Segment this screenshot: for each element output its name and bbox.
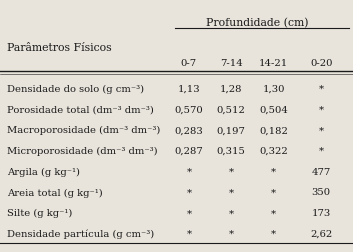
Text: 7-14: 7-14 bbox=[220, 59, 243, 68]
Text: Microporosidade (dm⁻³ dm⁻³): Microporosidade (dm⁻³ dm⁻³) bbox=[7, 146, 158, 155]
Text: 1,30: 1,30 bbox=[262, 84, 285, 93]
Text: Porosidade total (dm⁻³ dm⁻³): Porosidade total (dm⁻³ dm⁻³) bbox=[7, 105, 154, 114]
Text: Densidade do solo (g cm⁻³): Densidade do solo (g cm⁻³) bbox=[7, 84, 144, 93]
Text: 1,28: 1,28 bbox=[220, 84, 243, 93]
Text: *: * bbox=[186, 188, 191, 197]
Text: 2,62: 2,62 bbox=[310, 229, 333, 238]
Text: Parâmetros Físicos: Parâmetros Físicos bbox=[7, 43, 112, 53]
Text: 0,512: 0,512 bbox=[217, 105, 246, 114]
Text: *: * bbox=[271, 188, 276, 197]
Text: *: * bbox=[186, 208, 191, 217]
Text: Profundidade (cm): Profundidade (cm) bbox=[207, 18, 309, 28]
Text: 0,570: 0,570 bbox=[174, 105, 203, 114]
Text: 477: 477 bbox=[312, 167, 331, 176]
Text: 14-21: 14-21 bbox=[259, 59, 288, 68]
Text: 0,182: 0,182 bbox=[259, 126, 288, 135]
Text: 173: 173 bbox=[312, 208, 331, 217]
Text: 0,287: 0,287 bbox=[174, 146, 203, 155]
Text: *: * bbox=[271, 167, 276, 176]
Text: *: * bbox=[229, 208, 234, 217]
Text: 0,322: 0,322 bbox=[259, 146, 288, 155]
Text: Areia total (g kg⁻¹): Areia total (g kg⁻¹) bbox=[7, 188, 103, 197]
Text: *: * bbox=[319, 126, 324, 135]
Text: *: * bbox=[319, 146, 324, 155]
Text: *: * bbox=[271, 229, 276, 238]
Text: *: * bbox=[319, 105, 324, 114]
Text: *: * bbox=[229, 188, 234, 197]
Text: Macroporosidade (dm⁻³ dm⁻³): Macroporosidade (dm⁻³ dm⁻³) bbox=[7, 126, 160, 135]
Text: Argila (g kg⁻¹): Argila (g kg⁻¹) bbox=[7, 167, 80, 176]
Text: *: * bbox=[229, 167, 234, 176]
Text: 0-20: 0-20 bbox=[310, 59, 333, 68]
Text: Densidade partícula (g cm⁻³): Densidade partícula (g cm⁻³) bbox=[7, 229, 154, 239]
Text: *: * bbox=[229, 229, 234, 238]
Text: *: * bbox=[271, 208, 276, 217]
Text: 350: 350 bbox=[312, 188, 331, 197]
Text: 0,315: 0,315 bbox=[217, 146, 246, 155]
Text: Silte (g kg⁻¹): Silte (g kg⁻¹) bbox=[7, 208, 72, 217]
Text: *: * bbox=[186, 167, 191, 176]
Text: 0,283: 0,283 bbox=[174, 126, 203, 135]
Text: 1,13: 1,13 bbox=[178, 84, 200, 93]
Text: 0-7: 0-7 bbox=[181, 59, 197, 68]
Text: 0,197: 0,197 bbox=[217, 126, 246, 135]
Text: *: * bbox=[186, 229, 191, 238]
Text: 0,504: 0,504 bbox=[259, 105, 288, 114]
Text: *: * bbox=[319, 84, 324, 93]
